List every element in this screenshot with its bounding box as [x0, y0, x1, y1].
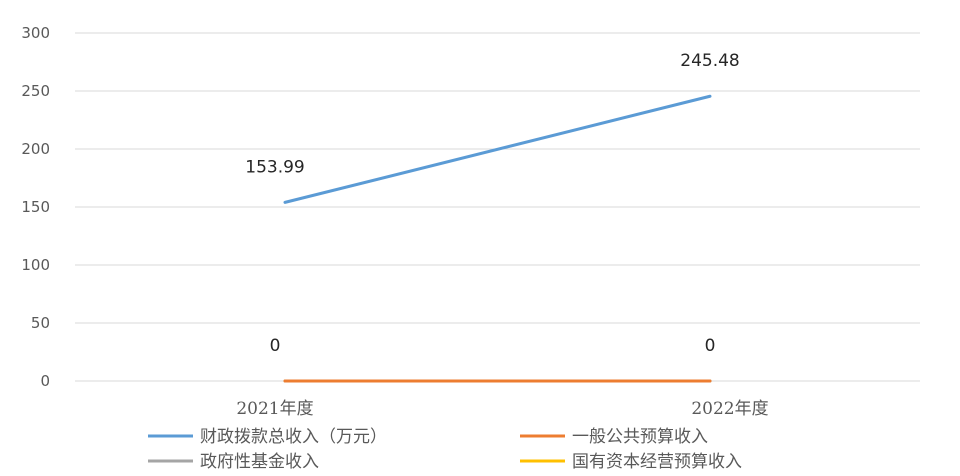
y-tick-label: 250	[21, 82, 50, 100]
series-lines	[283, 94, 712, 383]
legend-label: 一般公共预算收入	[572, 427, 708, 447]
data-label: 153.99	[245, 157, 304, 177]
y-tick-label: 150	[21, 198, 50, 216]
legend-label: 财政拨款总收入（万元）	[200, 427, 387, 447]
y-axis-ticks: 0 50 100 150 200 250 300	[21, 24, 50, 390]
series-line-1	[283, 94, 712, 204]
data-label: 0	[705, 336, 716, 356]
legend-label: 政府性基金收入	[200, 452, 319, 471]
x-axis-categories: 2021年度 2022年度	[236, 399, 768, 419]
legend-label: 国有资本经营预算收入	[572, 452, 742, 471]
x-category-label: 2021年度	[236, 399, 313, 419]
y-tick-label: 200	[21, 140, 50, 158]
y-tick-label: 300	[21, 24, 50, 42]
y-tick-label: 100	[21, 256, 50, 274]
x-category-label: 2022年度	[691, 399, 768, 419]
y-tick-label: 50	[31, 314, 50, 332]
data-label: 0	[270, 336, 281, 356]
data-labels: 153.99 245.48 0 0	[245, 51, 739, 356]
y-tick-label: 0	[40, 372, 50, 390]
data-label: 245.48	[680, 51, 739, 71]
